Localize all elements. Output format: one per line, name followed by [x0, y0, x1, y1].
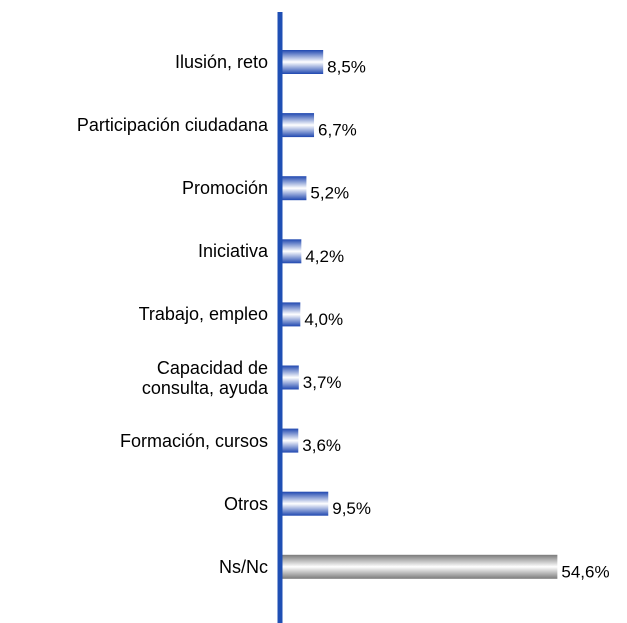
value-label: 6,7%: [318, 121, 357, 140]
category-label: Trabajo, empleo: [138, 304, 268, 325]
bar: [280, 365, 299, 390]
value-label: 5,2%: [310, 184, 349, 203]
value-label: 3,7%: [303, 373, 342, 392]
category-label: Capacidad de consulta, ayuda: [141, 357, 268, 398]
value-label: 54,6%: [561, 562, 609, 581]
value-label: 8,5%: [327, 57, 366, 76]
bar: [280, 554, 558, 579]
bar: [280, 491, 329, 516]
bar: [280, 239, 302, 264]
category-label: Participación ciudadana: [76, 115, 268, 136]
category-label: Otros: [223, 493, 268, 514]
value-label: 3,6%: [302, 436, 341, 455]
category-label: Ns/Nc: [219, 556, 268, 577]
bar: [280, 302, 301, 327]
category-label: Promoción: [181, 178, 268, 199]
value-label: 4,2%: [305, 247, 344, 266]
value-label: 9,5%: [332, 499, 371, 518]
category-label: Formación, cursos: [119, 430, 268, 451]
value-label: 4,0%: [304, 310, 343, 329]
bar: [280, 428, 299, 453]
category-label: Ilusión, reto: [174, 52, 268, 72]
bar: [280, 113, 315, 138]
bar: [280, 50, 324, 74]
bar: [280, 176, 307, 201]
category-label: Iniciativa: [197, 241, 268, 262]
